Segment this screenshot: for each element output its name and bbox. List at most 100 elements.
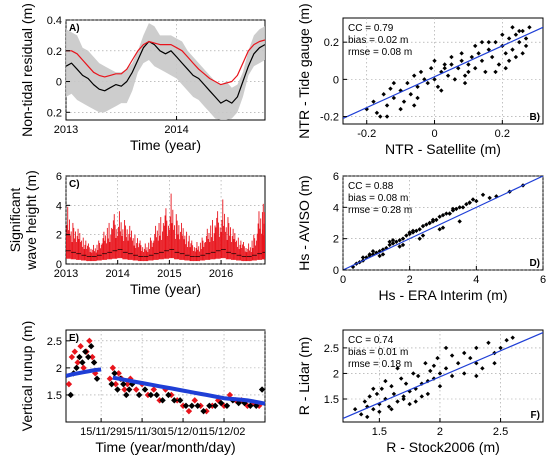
series-line [66,367,265,406]
x-tick-label: 2013 [54,268,78,280]
x-axis-label: Time (year) [130,137,201,153]
scatter-point [371,407,376,412]
series-line [66,40,265,104]
data-point [89,353,96,361]
scatter-point [367,252,372,257]
panel-label: F) [531,410,540,421]
x-tick-label: 2015 [157,268,181,280]
data-point [217,399,225,407]
y-tick-label: 0.2 [47,46,62,58]
scatter-point [430,217,436,223]
data-point [150,386,157,393]
x-tick-label: 4 [473,274,479,286]
scatter-point [365,414,370,420]
scatter-point [394,239,399,244]
scatter-point [435,355,440,361]
scatter-point [457,219,462,224]
scatter-point [425,80,430,86]
scatter-point [498,345,503,351]
scatter-point [513,32,519,37]
scatter-point [520,28,525,34]
scatter-point [371,386,376,391]
data-point [106,375,114,382]
scatter-point [467,200,472,205]
x-tick-label: 2016 [209,268,233,280]
scatter-point [474,373,479,379]
x-tick-label: 15/12/02 [203,426,246,438]
panel-label: D) [529,258,540,269]
data-point [85,353,92,361]
data-point [115,370,122,377]
scatter-point [437,371,443,376]
scatter-point [462,350,467,356]
data-point [79,359,86,366]
scatter-point [398,106,403,112]
data-point [112,380,119,388]
plot-marks [66,337,265,415]
scatter-point [517,39,522,45]
scatter-point [440,212,446,218]
scatter-point [443,345,449,351]
data-point [77,343,84,350]
scatter-point [506,58,512,63]
stat-text: bias = 0.01 m [348,347,408,358]
scatter-point [379,386,384,391]
stat-text: bias = 0.02 m [348,35,408,46]
data-point [191,397,198,404]
data-point [126,386,133,393]
scatter-point [390,241,396,246]
scatter-point [442,66,447,71]
scatter-point [401,99,407,104]
scatter-point [381,92,386,97]
plot-area [65,329,266,423]
scatter-point [492,361,497,366]
data-point [120,380,127,388]
scatter-point [469,54,475,60]
scatter-point [400,242,406,248]
scatter-point [466,62,471,67]
scatter-point [423,361,428,366]
scatter-point [427,220,432,226]
series-band [66,23,265,120]
scatter-point [405,80,410,86]
scatter-point [474,198,479,204]
scatter-point [428,66,434,71]
x-tick-label: 0 [340,274,346,286]
scatter-point [418,69,424,75]
x-tick-label: -0.2 [357,128,376,140]
series-line [66,39,265,86]
data-point [165,391,172,399]
data-point [212,402,219,409]
scatter-point [493,69,498,75]
y-tick-label: 2 [56,230,62,242]
scatter-point [479,39,485,45]
scatter-point [510,47,515,52]
scatter-point [398,376,404,381]
x-axis-label: Time (year/month/day) [95,439,235,455]
data-point [133,386,140,393]
y-axis-label: Hs - AVISO (m) [296,175,312,270]
scatter-point [411,73,417,78]
data-point [111,370,118,377]
y-tick-label: 0 [333,74,339,86]
scatter-point [487,195,492,201]
y-axis-label: R - Lidar (m) [296,337,312,416]
scatter-point [411,371,416,376]
scatter-point [415,373,421,379]
scatter-point [486,340,491,345]
panel-label: B) [529,112,540,123]
scatter-point [411,103,417,108]
data-point [71,348,78,355]
panel-a: 2013 2014 0.2 0 0.2 0.4 Time (year) Non-tidal r… [19,3,266,153]
scatter-point [449,373,455,379]
data-point [185,407,193,415]
scatter-point [443,366,449,371]
data-point [123,391,130,399]
scatter-point [407,230,412,235]
scatter-point [362,399,368,404]
y-tick-label: 4 [56,200,62,212]
scatter-point [483,69,488,75]
y-tick-label: 0.2 [47,107,62,119]
